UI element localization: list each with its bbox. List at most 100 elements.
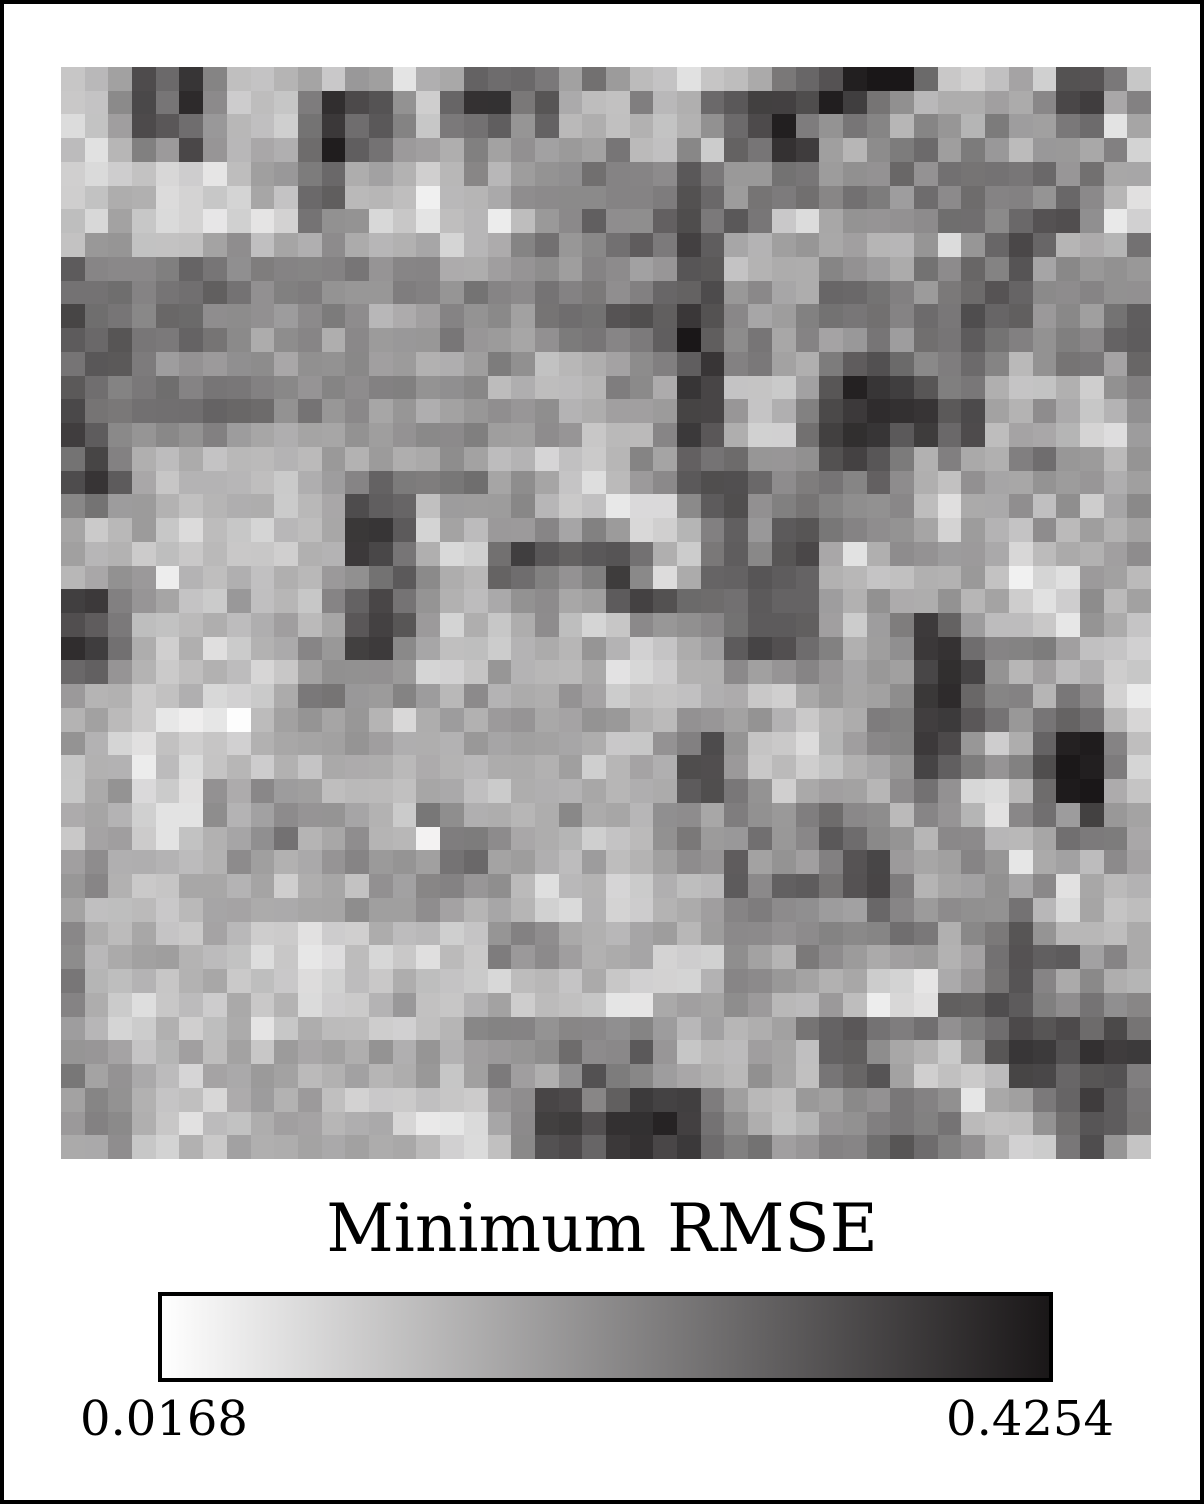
heatmap-cell: [393, 779, 416, 803]
heatmap-cell: [369, 233, 393, 257]
heatmap-cell: [843, 471, 867, 494]
heatmap-cell: [1009, 732, 1033, 755]
heatmap-cell: [322, 162, 345, 186]
heatmap-cell: [179, 162, 203, 186]
heatmap-cell: [1104, 328, 1127, 352]
heatmap-cell: [298, 471, 322, 494]
heatmap-cell: [416, 874, 440, 898]
heatmap-cell: [1080, 922, 1104, 945]
heatmap-cell: [132, 1064, 156, 1088]
heatmap-cell: [701, 162, 724, 186]
heatmap-cell: [132, 613, 156, 637]
heatmap-cell: [85, 1112, 108, 1135]
heatmap-cell: [1104, 304, 1127, 328]
heatmap-cell: [179, 494, 203, 518]
heatmap-cell: [772, 494, 796, 518]
heatmap-cell: [653, 755, 677, 779]
heatmap-cell: [251, 352, 274, 376]
heatmap-cell: [251, 969, 274, 993]
heatmap-cell: [85, 518, 108, 542]
heatmap-cell: [1009, 518, 1033, 542]
heatmap-cell: [369, 281, 393, 304]
heatmap-cell: [819, 779, 843, 803]
heatmap-cell: [132, 945, 156, 969]
heatmap-cell: [867, 138, 890, 162]
heatmap-cell: [961, 589, 985, 613]
heatmap-cell: [535, 67, 559, 91]
heatmap-cell: [1009, 114, 1033, 138]
heatmap-cell: [369, 1088, 393, 1112]
heatmap-cell: [724, 945, 748, 969]
heatmap-cell: [535, 1112, 559, 1135]
heatmap-cell: [369, 1040, 393, 1064]
heatmap-cell: [961, 471, 985, 494]
heatmap-cell: [961, 304, 985, 328]
heatmap-cell: [961, 660, 985, 684]
heatmap-cell: [488, 660, 511, 684]
heatmap-cell: [890, 589, 914, 613]
heatmap-cell: [227, 1040, 251, 1064]
heatmap-cell: [938, 114, 961, 138]
heatmap-cell: [843, 589, 867, 613]
heatmap-cell: [345, 376, 369, 399]
heatmap-cell: [630, 423, 653, 447]
heatmap-cell: [653, 945, 677, 969]
heatmap-cell: [511, 708, 535, 732]
heatmap-cell: [1056, 755, 1080, 779]
heatmap-cell: [606, 447, 630, 471]
heatmap-cell: [582, 874, 606, 898]
heatmap-cell: [1080, 1088, 1104, 1112]
heatmap-cell: [890, 471, 914, 494]
heatmap-cell: [772, 850, 796, 874]
heatmap-cell: [298, 732, 322, 755]
heatmap-cell: [1127, 518, 1151, 542]
heatmap-cell: [227, 1064, 251, 1088]
heatmap-cell: [464, 186, 488, 209]
heatmap-cell: [724, 114, 748, 138]
heatmap-cell: [440, 684, 464, 708]
heatmap-cell: [393, 969, 416, 993]
heatmap-cell: [961, 803, 985, 827]
heatmap-cell: [488, 898, 511, 922]
heatmap-cell: [1056, 684, 1080, 708]
heatmap-cell: [653, 328, 677, 352]
heatmap-cell: [867, 209, 890, 233]
heatmap-cell: [890, 91, 914, 114]
heatmap-cell: [488, 827, 511, 850]
heatmap-cell: [985, 898, 1009, 922]
heatmap-cell: [867, 352, 890, 376]
heatmap-cell: [1127, 779, 1151, 803]
heatmap-cell: [938, 589, 961, 613]
heatmap-cell: [227, 352, 251, 376]
heatmap-cell: [630, 803, 653, 827]
heatmap-cell: [677, 494, 701, 518]
heatmap-cell: [464, 447, 488, 471]
heatmap-cell: [156, 494, 179, 518]
heatmap-cell: [203, 352, 227, 376]
heatmap-cell: [322, 114, 345, 138]
heatmap-cell: [724, 613, 748, 637]
heatmap-cell: [369, 566, 393, 589]
heatmap-cell: [1033, 660, 1056, 684]
heatmap-cell: [322, 233, 345, 257]
heatmap-cell: [203, 969, 227, 993]
heatmap-cell: [772, 138, 796, 162]
heatmap-cell: [203, 613, 227, 637]
heatmap-cell: [1056, 471, 1080, 494]
heatmap-cell: [606, 376, 630, 399]
heatmap-cell: [843, 447, 867, 471]
heatmap-cell: [251, 233, 274, 257]
heatmap-cell: [748, 1017, 772, 1040]
heatmap-cell: [677, 542, 701, 566]
heatmap-cell: [772, 1017, 796, 1040]
heatmap-cell: [677, 304, 701, 328]
heatmap-cell: [511, 613, 535, 637]
heatmap-cell: [724, 566, 748, 589]
heatmap-cell: [535, 660, 559, 684]
heatmap-cell: [203, 138, 227, 162]
heatmap-cell: [914, 684, 938, 708]
heatmap-cell: [440, 589, 464, 613]
heatmap-cell: [914, 352, 938, 376]
heatmap-cell: [819, 566, 843, 589]
heatmap-cell: [511, 969, 535, 993]
